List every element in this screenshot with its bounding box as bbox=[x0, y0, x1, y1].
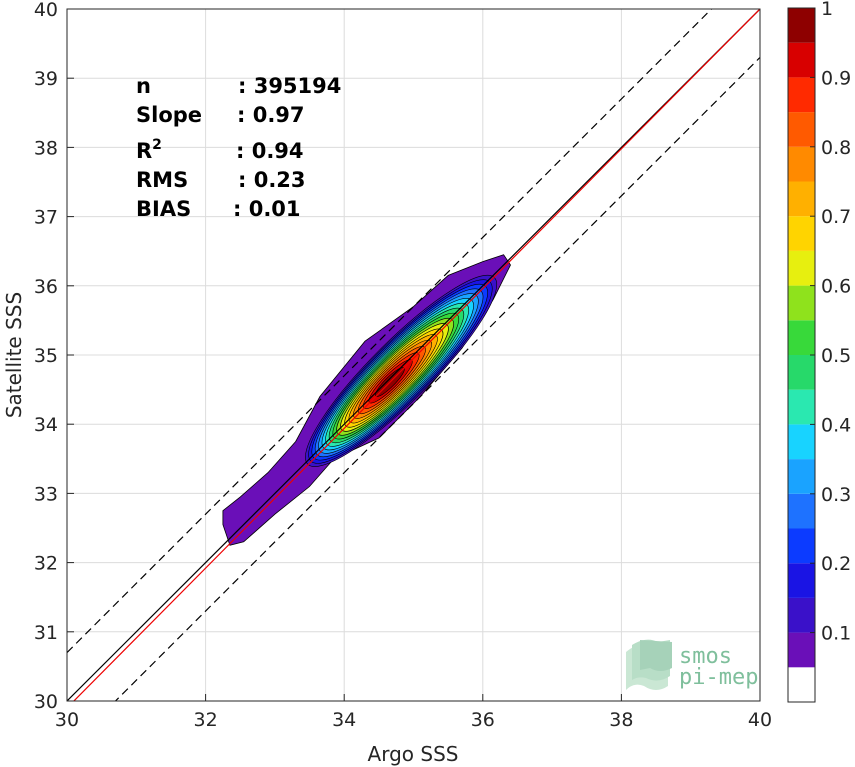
colorbar-segment bbox=[788, 355, 815, 390]
colorbar-tick-label: 0.1 bbox=[821, 623, 851, 645]
y-tick-label: 40 bbox=[34, 0, 58, 21]
colorbar-segment bbox=[788, 112, 815, 147]
colorbar-segment bbox=[788, 389, 815, 425]
colorbar-tick-label: 0.5 bbox=[821, 345, 851, 367]
x-tick-label: 40 bbox=[748, 709, 772, 731]
stat-r2-value: : 0.94 bbox=[236, 139, 304, 163]
colorbar bbox=[787, 7, 816, 703]
colorbar-segment bbox=[788, 250, 815, 286]
x-tick-label: 34 bbox=[332, 709, 356, 731]
colorbar-tick-label: 0.6 bbox=[821, 276, 851, 298]
line-lower bbox=[114, 57, 760, 701]
y-tick-label: 30 bbox=[34, 691, 58, 713]
logo-text-pi-mep: pi-mep bbox=[679, 665, 758, 690]
colorbar-segment bbox=[788, 632, 815, 668]
y-axis-label: Satellite SSS bbox=[2, 292, 26, 418]
colorbar-ticks: 0.1 0.2 0.3 0.4 0.5 0.6 0.7 0.8 0.9 1 bbox=[810, 0, 851, 645]
colorbar-segment bbox=[788, 597, 815, 633]
colorbar-tick-label: 0.9 bbox=[821, 67, 851, 89]
colorbar-segment bbox=[788, 8, 815, 43]
y-tick-label: 36 bbox=[34, 276, 58, 298]
colorbar-segment bbox=[788, 493, 815, 529]
colorbar-segment bbox=[788, 528, 815, 564]
y-tick-label: 35 bbox=[34, 345, 58, 367]
y-tick-label: 37 bbox=[34, 207, 58, 229]
colorbar-segment bbox=[788, 181, 815, 217]
stat-bias-value: : 0.01 bbox=[233, 197, 301, 221]
y-tick-label: 32 bbox=[34, 553, 58, 575]
x-axis-ticks: 30 32 34 36 38 40 bbox=[55, 694, 772, 731]
colorbar-tick-label: 0.4 bbox=[821, 414, 851, 436]
stat-n-value: : 395194 bbox=[238, 74, 341, 98]
y-tick-label: 31 bbox=[34, 622, 58, 644]
y-tick-label: 39 bbox=[34, 68, 58, 90]
colorbar-segment bbox=[788, 216, 815, 251]
colorbar-segment-empty bbox=[788, 667, 815, 702]
x-tick-label: 30 bbox=[55, 709, 79, 731]
stats-box: n : 395194 Slope : 0.97 R2 : 0.94 RMS : … bbox=[136, 74, 341, 221]
x-tick-label: 32 bbox=[194, 709, 218, 731]
line-upper bbox=[67, 9, 713, 653]
x-tick-label: 38 bbox=[609, 709, 633, 731]
colorbar-segment bbox=[788, 77, 815, 113]
colorbar-tick-label: 0.3 bbox=[821, 484, 851, 506]
colorbar-segment bbox=[788, 459, 815, 494]
colorbar-tick-label: 0.2 bbox=[821, 553, 851, 575]
colorbar-segment bbox=[788, 285, 815, 321]
colorbar-segment bbox=[788, 563, 815, 598]
stat-rms-value: : 0.23 bbox=[238, 168, 306, 192]
y-axis-ticks: 30 31 32 33 34 35 36 37 38 39 40 bbox=[34, 0, 74, 713]
reference-lines bbox=[67, 9, 760, 701]
colorbar-segment bbox=[788, 42, 815, 78]
y-tick-label: 38 bbox=[34, 137, 58, 159]
x-tick-label: 36 bbox=[471, 709, 495, 731]
y-tick-label: 33 bbox=[34, 483, 58, 505]
colorbar-tick-label: 0.7 bbox=[821, 206, 851, 228]
stat-rms-label: RMS bbox=[136, 168, 188, 192]
stat-bias-label: BIAS bbox=[136, 197, 191, 221]
grid bbox=[66, 8, 761, 702]
wave-logo-icon bbox=[626, 639, 672, 690]
stat-slope-label: Slope bbox=[136, 103, 202, 127]
stat-slope-value: : 0.97 bbox=[237, 103, 305, 127]
colorbar-segment bbox=[788, 424, 815, 460]
colorbar-segment bbox=[788, 146, 815, 182]
colorbar-tick-label: 1 bbox=[821, 0, 833, 20]
colorbar-segment bbox=[788, 320, 815, 355]
line-fit bbox=[73, 9, 760, 701]
stat-n-label: n bbox=[136, 74, 151, 98]
y-tick-label: 34 bbox=[34, 414, 58, 436]
smos-pi-mep-logo: smos pi-mep bbox=[626, 639, 758, 690]
logo-text-smos: smos bbox=[679, 644, 732, 669]
line-1:1 bbox=[67, 9, 760, 701]
colorbar-tick-label: 0.8 bbox=[821, 137, 851, 159]
x-axis-label: Argo SSS bbox=[368, 742, 459, 766]
